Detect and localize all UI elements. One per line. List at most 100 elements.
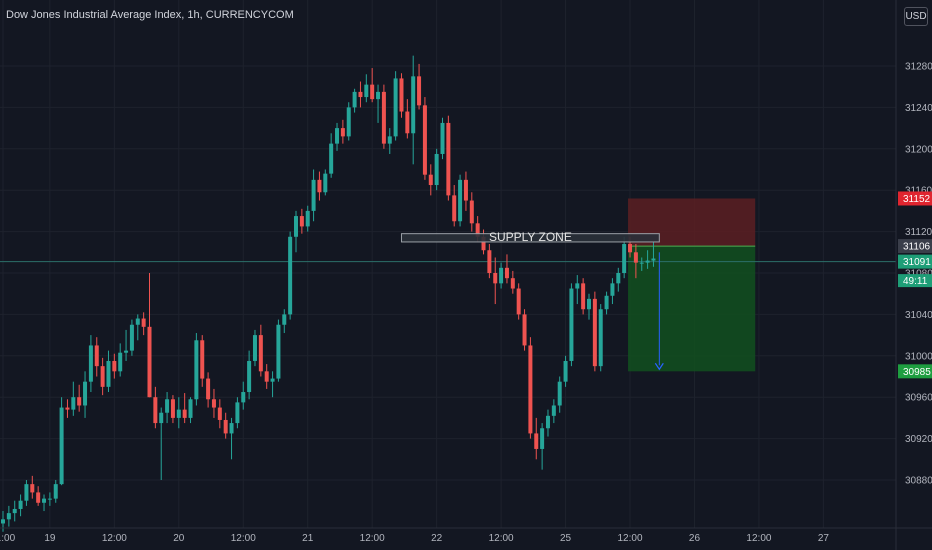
candle-body	[411, 76, 416, 134]
candle-body	[522, 314, 527, 346]
candle-body	[288, 236, 293, 315]
candle-body	[129, 324, 134, 351]
candle-body	[135, 318, 140, 325]
y-tick-label: 30920	[905, 434, 932, 445]
x-tick-label: 20	[173, 533, 185, 544]
candle-body	[405, 111, 410, 134]
candle-body	[71, 397, 76, 410]
x-tick-label: 12:00	[618, 533, 643, 544]
candle-body	[516, 288, 521, 315]
candle-body	[53, 484, 58, 499]
x-tick-label: 22	[431, 533, 443, 544]
candle-body	[387, 136, 392, 144]
candle-body	[329, 143, 334, 174]
candle-body	[610, 283, 615, 296]
candle-body	[241, 392, 246, 403]
y-tick-label: 31200	[905, 144, 932, 155]
y-tick-label: 30960	[905, 393, 932, 404]
candle-body	[581, 283, 586, 310]
candle-body	[165, 399, 170, 413]
candle-body	[323, 173, 328, 193]
candle-body	[604, 295, 609, 310]
candle-body	[30, 484, 35, 493]
candle-body	[428, 174, 433, 186]
candle-body	[340, 128, 345, 137]
candle-body	[551, 405, 556, 416]
candle-body	[217, 407, 222, 420]
candle-body	[358, 91, 363, 98]
entry-price-tag-text: 31106	[903, 242, 931, 253]
candle-body	[493, 273, 498, 284]
candle-body	[223, 419, 228, 434]
candle-body	[463, 179, 468, 201]
candle-body	[628, 244, 633, 253]
candle-body	[83, 381, 88, 406]
candle-body	[200, 340, 205, 379]
candle-body	[504, 267, 509, 279]
x-tick-label: 12:00	[489, 533, 514, 544]
candle-body	[106, 360, 111, 387]
candle-body	[352, 91, 357, 108]
candle-body	[100, 366, 105, 387]
candle-body	[65, 407, 70, 410]
projection-arrow-head	[654, 362, 664, 371]
candle-body	[247, 360, 252, 393]
y-tick-label: 31080	[905, 269, 932, 280]
supply-zone-box	[400, 233, 660, 243]
candle-body	[399, 78, 404, 112]
candle-body	[147, 326, 152, 398]
candle-body	[633, 252, 638, 263]
candle-body	[440, 122, 445, 154]
countdown-tag-text: 49:11	[903, 276, 928, 287]
candle-body	[141, 318, 146, 327]
y-tick-label: 31040	[905, 310, 932, 321]
stop-price-tag: 31152	[898, 191, 932, 206]
y-tick-label: 31160	[905, 186, 932, 197]
candle-body	[452, 195, 457, 222]
candle-body	[88, 345, 93, 382]
x-tick-label: 12:00	[231, 533, 256, 544]
x-tick-label: 12:00	[102, 533, 127, 544]
candle-body	[153, 397, 158, 424]
candle-body	[417, 76, 422, 106]
candle-body	[510, 278, 515, 289]
candle-body	[94, 345, 99, 367]
candle-body	[469, 200, 474, 224]
countdown-tag: 49:11	[898, 274, 932, 288]
candle-body	[252, 335, 257, 361]
supply-zone-label: SUPPLY ZONE	[489, 230, 572, 244]
entry-price-tag: 31106	[898, 239, 932, 254]
candle-body	[118, 352, 123, 372]
candle-body	[77, 397, 82, 406]
candle-body	[229, 423, 234, 434]
candle-body	[598, 309, 603, 367]
candle-body	[311, 179, 316, 211]
candle-body	[346, 107, 351, 137]
y-tick-label: 31240	[905, 103, 932, 114]
candle-body	[194, 340, 199, 400]
candle-body	[481, 236, 486, 251]
candle-body	[6, 513, 11, 520]
candle-body	[458, 179, 463, 222]
candle-body	[540, 428, 545, 449]
x-tick-label: 11:00	[0, 533, 16, 544]
grid	[0, 0, 896, 528]
currency-button[interactable]: USD	[904, 7, 928, 26]
take-profit-zone	[628, 246, 756, 372]
stop-price-tag-bg	[898, 191, 932, 206]
candle-body	[188, 399, 193, 418]
y-tick-label: 31000	[905, 351, 932, 362]
candle-body	[270, 378, 275, 382]
candle-body	[528, 345, 533, 434]
candle-body	[616, 273, 621, 284]
candle-body	[235, 402, 240, 424]
candle-body	[47, 498, 52, 500]
candle-body	[592, 298, 597, 367]
candle-body	[159, 412, 164, 424]
candles	[1, 55, 656, 532]
candle-body	[393, 78, 398, 137]
candle-body	[545, 415, 550, 429]
candle-body	[299, 216, 304, 227]
candle-body	[381, 91, 386, 144]
